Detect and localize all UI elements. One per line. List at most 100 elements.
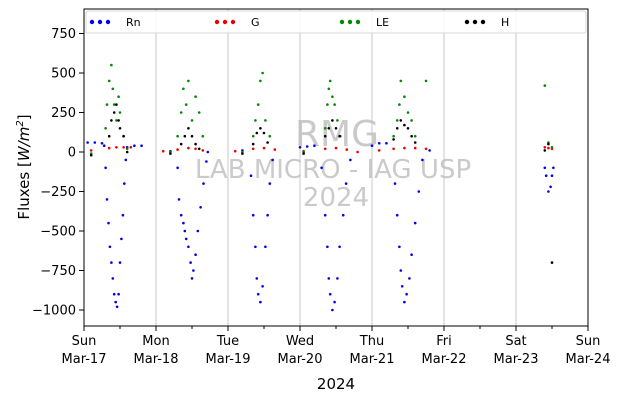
data-point-le <box>406 111 410 114</box>
y-tick-label: −500 <box>40 225 76 240</box>
data-point-g <box>273 148 277 151</box>
data-point-rn <box>133 144 136 147</box>
data-point-h <box>543 149 547 152</box>
legend-marker <box>97 19 103 25</box>
data-point-rn <box>104 166 107 170</box>
legend-marker <box>464 19 470 25</box>
data-point-g <box>262 146 266 150</box>
data-point-le <box>413 134 417 138</box>
x-tick-date-label: Mar-24 <box>566 352 611 367</box>
x-tick-day-label: Thu <box>359 334 384 349</box>
data-point-h <box>266 141 269 144</box>
data-point-h <box>190 134 194 138</box>
data-point-le <box>201 134 205 138</box>
legend-marker <box>214 19 220 25</box>
data-point-h <box>112 111 116 114</box>
data-point-rn <box>182 221 185 225</box>
data-point-g <box>403 146 406 150</box>
data-point-g <box>115 146 118 149</box>
legend-marker <box>339 19 345 25</box>
data-point-g <box>543 146 547 149</box>
data-point-le <box>111 87 115 91</box>
data-point-h <box>187 127 190 130</box>
data-point-rn <box>550 174 554 177</box>
data-point-rn <box>264 245 267 249</box>
data-point-le <box>197 111 201 114</box>
data-point-g <box>334 146 338 150</box>
data-point-rn <box>400 285 404 288</box>
data-point-g <box>323 147 327 151</box>
data-point-rn <box>428 149 431 152</box>
data-point-rn <box>326 245 329 249</box>
data-point-le <box>184 103 188 106</box>
legend-box <box>85 10 587 34</box>
data-point-h <box>241 152 244 155</box>
data-point-rn <box>251 213 255 217</box>
data-point-le <box>105 103 109 106</box>
data-point-rn <box>110 261 113 264</box>
x-tick-day-label: Mon <box>142 334 169 349</box>
data-point-rn <box>187 245 190 249</box>
data-point-rn <box>413 221 417 225</box>
data-point-le <box>176 134 179 138</box>
data-point-rn <box>323 213 327 217</box>
data-point-rn <box>112 292 116 296</box>
y-axis: −1000 −750 −500 −250 0 250 500 750 <box>32 27 84 319</box>
data-point-le <box>399 79 403 83</box>
data-point-le <box>112 103 116 106</box>
data-point-g <box>201 149 205 152</box>
y-tick-label: 0 <box>68 146 76 161</box>
data-point-le <box>107 79 111 83</box>
data-point-le <box>550 146 554 149</box>
data-point-h <box>410 134 413 138</box>
data-point-rn <box>254 245 257 249</box>
data-point-h <box>183 134 187 138</box>
data-point-rn <box>421 158 424 162</box>
data-point-le <box>264 119 267 122</box>
legend-marker <box>347 19 353 25</box>
plot-area <box>84 9 588 326</box>
y-tick-label: 750 <box>51 27 76 42</box>
data-point-le <box>251 134 255 138</box>
data-point-le <box>326 103 329 106</box>
data-point-rn <box>393 182 397 185</box>
data-point-rn <box>331 308 334 312</box>
data-point-rn <box>114 300 117 304</box>
data-point-h <box>327 127 331 130</box>
x-tick-day-label: Tue <box>216 334 239 349</box>
data-point-rn <box>552 166 555 170</box>
data-point-rn <box>398 245 401 249</box>
data-point-h <box>403 123 406 127</box>
data-point-g <box>345 148 349 151</box>
data-point-le <box>392 134 395 138</box>
data-point-le <box>327 87 331 91</box>
data-point-rn <box>100 142 104 145</box>
y-axis-title: Fluxes [W/m2] <box>15 114 33 219</box>
x-tick-day-label: Wed <box>286 334 314 349</box>
data-point-le <box>403 95 406 98</box>
data-point-le <box>395 119 399 122</box>
data-point-h <box>262 131 266 135</box>
data-point-rn <box>120 237 123 241</box>
y-tick-label: −1000 <box>32 304 76 319</box>
legend-label-rn: Rn <box>126 16 141 29</box>
data-point-rn <box>370 144 374 147</box>
y-tick-label: −250 <box>40 185 76 200</box>
data-point-rn <box>327 277 331 280</box>
data-point-h <box>392 138 395 141</box>
data-point-rn <box>124 158 128 162</box>
data-point-le <box>187 79 190 83</box>
data-point-rn <box>405 292 408 296</box>
data-point-rn <box>184 237 188 241</box>
data-point-h <box>406 127 410 130</box>
data-point-rn <box>177 198 181 201</box>
data-point-h <box>323 134 327 138</box>
data-point-rn <box>399 269 403 272</box>
data-point-rn <box>176 166 179 170</box>
data-point-rn <box>123 182 126 185</box>
legend-marker <box>472 19 478 25</box>
data-point-rn <box>202 182 205 185</box>
data-point-g <box>356 150 359 154</box>
data-point-h <box>107 134 111 138</box>
